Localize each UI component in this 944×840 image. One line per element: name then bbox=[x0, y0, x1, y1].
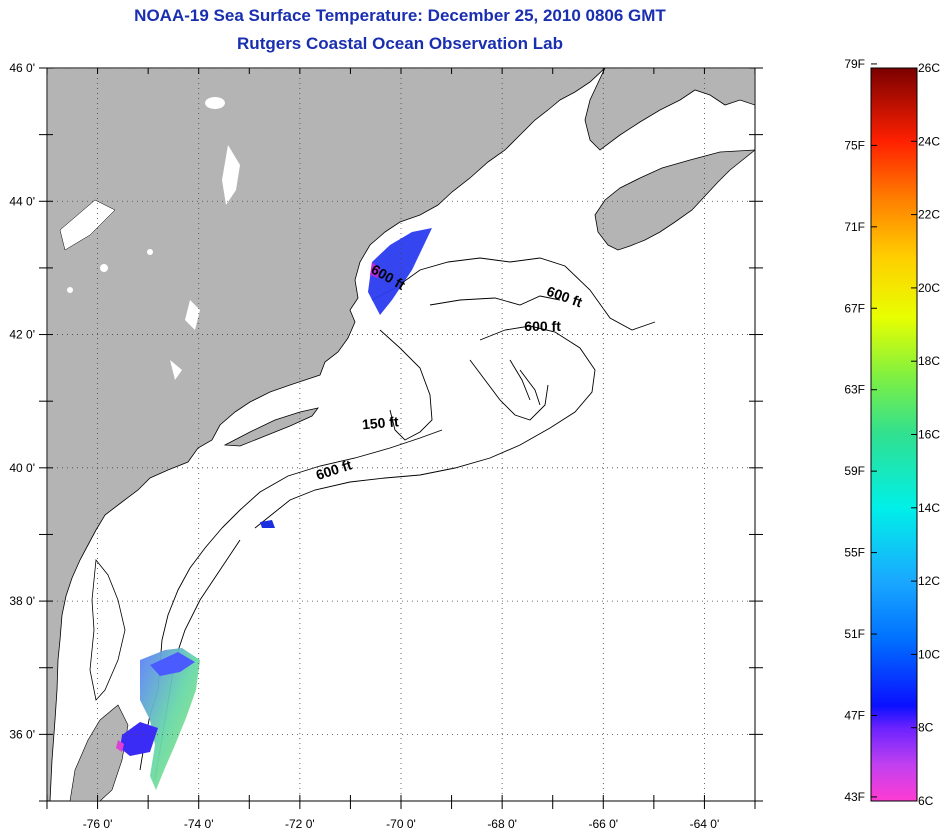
lat-tick-label: 36 0' bbox=[9, 727, 35, 741]
colorbar-c-label: 14C bbox=[918, 501, 940, 515]
land-mainland bbox=[47, 68, 606, 801]
colorbar-f-label: 59F bbox=[844, 464, 865, 478]
colorbar-f-labels: 79F 75F 71F 67F 63F 59F 55F 51F 47F 43F bbox=[844, 57, 865, 804]
colorbar-c-label: 12C bbox=[918, 574, 940, 588]
colorbar-c-label: 24C bbox=[918, 134, 940, 148]
lake-icon bbox=[59, 199, 116, 251]
colorbar-f-label: 55F bbox=[844, 546, 865, 560]
land-new-brunswick bbox=[584, 68, 755, 151]
colorbar-c-label: 26C bbox=[918, 61, 940, 75]
land-nova-scotia bbox=[594, 149, 755, 251]
colorbar-c-label: 8C bbox=[918, 721, 934, 735]
sst-patch bbox=[150, 652, 195, 676]
axis-ticks bbox=[39, 67, 763, 809]
lon-tick-label: -72 0' bbox=[285, 817, 315, 831]
sst-patch bbox=[120, 722, 158, 756]
lat-tick-label: 46 0' bbox=[9, 61, 35, 75]
colorbar-c-labels: 26C 24C 22C 20C 18C 16C 14C 12C 10C 8C 6C bbox=[918, 61, 940, 808]
lon-tick-label: -70 0' bbox=[386, 817, 416, 831]
lat-tick-label: 40 0' bbox=[9, 461, 35, 475]
colorbar bbox=[870, 67, 918, 802]
colorbar-f-label: 79F bbox=[844, 57, 865, 71]
colorbar-f-label: 71F bbox=[844, 220, 865, 234]
lat-axis-labels: 46 0' 44 0' 42 0' 40 0' 38 0' 36 0' bbox=[9, 61, 35, 741]
lat-tick-label: 42 0' bbox=[9, 328, 35, 342]
sst-patch bbox=[116, 740, 124, 752]
lake-icon bbox=[185, 300, 200, 330]
lake-icon bbox=[67, 287, 73, 293]
lat-tick-label: 44 0' bbox=[9, 194, 35, 208]
lat-tick-label: 38 0' bbox=[9, 594, 35, 608]
sst-swath-carolina bbox=[140, 648, 200, 790]
colorbar-c-label: 16C bbox=[918, 428, 940, 442]
colorbar-f-label: 47F bbox=[844, 708, 865, 722]
land-outer-banks bbox=[69, 704, 129, 801]
lon-tick-label: -66 0' bbox=[588, 817, 618, 831]
colorbar-f-label: 63F bbox=[844, 383, 865, 397]
colorbar-f-label: 51F bbox=[844, 627, 865, 641]
plot-subtitle: Rutgers Coastal Ocean Observation Lab bbox=[237, 34, 563, 53]
contour-label: 150 ft bbox=[361, 413, 399, 432]
lon-axis-labels: -76 0' -74 0' -72 0' -70 0' -68 0' -66 0' -64 … bbox=[83, 817, 720, 831]
colorbar-ticks bbox=[871, 63, 917, 802]
colorbar-c-label: 10C bbox=[918, 647, 940, 661]
lon-tick-label: -68 0' bbox=[487, 817, 517, 831]
plot-title: NOAA-19 Sea Surface Temperature: Decembe… bbox=[134, 6, 666, 25]
lake-icon bbox=[100, 264, 108, 272]
graticule bbox=[47, 68, 755, 801]
sst-patch bbox=[260, 520, 275, 528]
colorbar-c-label: 6C bbox=[918, 794, 934, 808]
colorbar-c-label: 18C bbox=[918, 354, 940, 368]
land-long-island bbox=[223, 407, 319, 447]
colorbar-f-label: 67F bbox=[844, 301, 865, 315]
land-delmarva bbox=[89, 558, 126, 701]
lake-icon bbox=[147, 249, 153, 255]
colorbar-f-label: 43F bbox=[844, 790, 865, 804]
contour-label: 600 ft bbox=[524, 318, 561, 334]
sst-patch bbox=[370, 262, 380, 278]
lake-icon bbox=[222, 145, 240, 205]
colorbar-f-label: 75F bbox=[844, 138, 865, 152]
colorbar-c-label: 20C bbox=[918, 281, 940, 295]
lake-icon bbox=[205, 97, 225, 109]
lon-tick-label: -64 0' bbox=[690, 817, 720, 831]
lon-tick-label: -76 0' bbox=[83, 817, 113, 831]
lake-icon bbox=[170, 360, 182, 380]
colorbar-c-label: 22C bbox=[918, 208, 940, 222]
sst-swath-gulf-of-maine bbox=[368, 228, 432, 315]
lon-tick-label: -74 0' bbox=[184, 817, 214, 831]
